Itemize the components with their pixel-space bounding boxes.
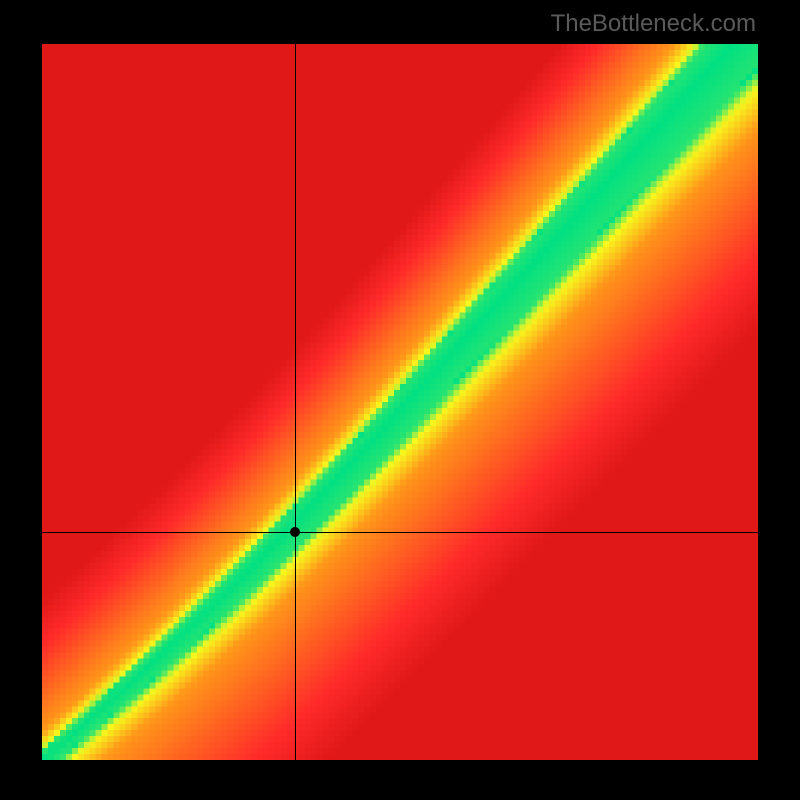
chart-container: { "type": "heatmap", "source_watermark":…: [0, 0, 800, 800]
watermark-text: TheBottleneck.com: [551, 10, 756, 38]
crosshair-vertical: [295, 44, 296, 760]
crosshair-horizontal: [42, 532, 758, 533]
bottleneck-heatmap: [42, 44, 758, 760]
